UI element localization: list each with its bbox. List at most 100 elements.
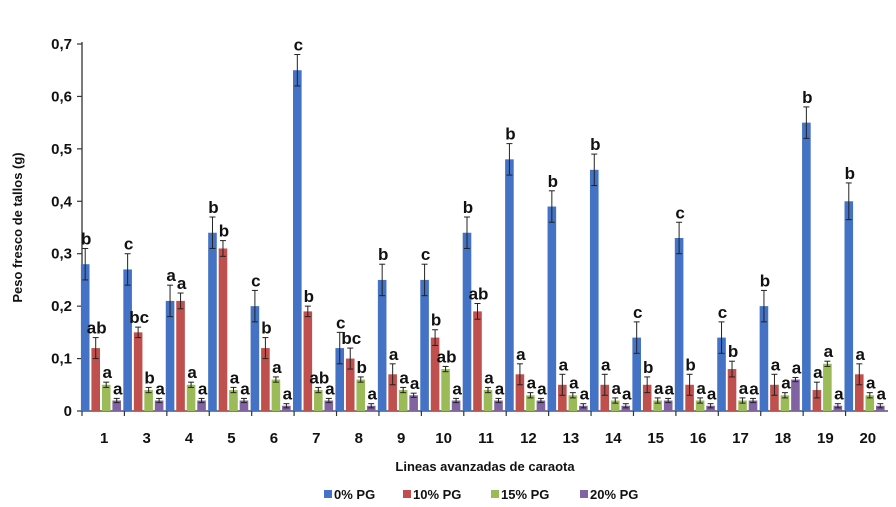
significance-letter: a <box>834 385 844 404</box>
bar <box>271 379 281 411</box>
significance-letter: b <box>304 287 314 306</box>
x-tick-label: 12 <box>520 430 537 447</box>
significance-letter: a <box>166 266 176 285</box>
significance-letter: a <box>559 355 569 374</box>
x-tick-label: 13 <box>562 430 579 447</box>
bar <box>547 206 557 411</box>
significance-letter: ab <box>437 347 457 366</box>
bar <box>176 300 185 411</box>
bar <box>780 395 790 411</box>
significance-letter: b <box>208 198 218 217</box>
y-tick-label: 0 <box>64 403 72 420</box>
x-tick-label: 14 <box>605 430 622 447</box>
significance-letter: b <box>760 271 770 290</box>
x-tick-label: 6 <box>270 430 278 447</box>
x-tick-label: 7 <box>312 430 320 447</box>
significance-letter: a <box>410 374 420 393</box>
significance-letter: a <box>240 379 250 398</box>
bar <box>101 384 111 411</box>
bar <box>165 300 175 411</box>
bar <box>112 400 122 411</box>
legend-label: 20% PG <box>590 487 638 502</box>
bar <box>632 337 641 411</box>
x-ticks: 1 3 4 5 6 7 8 9 10 11 12 13 14 15 16 17 18 19 20 <box>81 411 876 447</box>
significance-letter: a <box>771 355 781 374</box>
bar <box>494 400 503 411</box>
significance-letter: b <box>81 229 91 248</box>
x-axis-title: Lineas avanzadas de caraota <box>395 459 575 474</box>
significance-letter: a <box>368 385 378 404</box>
legend-label: 0% PG <box>334 487 375 502</box>
x-tick-label: 19 <box>817 430 834 447</box>
x-tick-label: 5 <box>227 430 235 447</box>
x-tick-label: 10 <box>435 430 452 447</box>
bar <box>770 384 779 411</box>
bar <box>579 405 588 411</box>
significance-letter: b <box>431 311 441 330</box>
legend-swatch <box>580 490 588 498</box>
bar <box>738 400 747 411</box>
bar <box>218 248 228 411</box>
bar <box>610 400 620 411</box>
significance-letter: a <box>399 368 409 387</box>
significance-letter: b <box>802 88 812 107</box>
bar <box>239 400 249 411</box>
significance-letter: b <box>357 358 367 377</box>
significance-letter: a <box>654 379 664 398</box>
bar <box>261 348 270 411</box>
significance-letter: a <box>527 374 537 393</box>
significance-letter: a <box>537 379 547 398</box>
significance-letter: a <box>102 363 112 382</box>
significance-letter: b <box>505 125 515 144</box>
significance-letter: a <box>824 342 834 361</box>
bar <box>473 311 482 411</box>
x-tick-label: 18 <box>775 430 792 447</box>
significance-letter: b <box>590 135 600 154</box>
significance-letter: b <box>845 164 855 183</box>
significance-letter: c <box>124 235 133 254</box>
bar <box>865 395 875 411</box>
significance-letter: a <box>781 374 791 393</box>
legend-label: 10% PG <box>413 487 461 502</box>
significance-letter: a <box>813 363 823 382</box>
significance-letter: bc <box>129 308 149 327</box>
legend-label: 15% PG <box>501 487 549 502</box>
bar <box>663 400 673 411</box>
bar <box>812 390 822 411</box>
significance-letter: a <box>155 379 165 398</box>
legend-swatch <box>324 490 332 498</box>
y-tick-label: 0,7 <box>51 36 72 53</box>
significance-letter: ab <box>309 368 329 387</box>
significance-letter: a <box>495 379 505 398</box>
bar <box>91 348 101 411</box>
significance-letter: a <box>177 274 187 293</box>
bar <box>695 400 705 411</box>
bar <box>398 390 408 411</box>
significance-letter: a <box>877 385 887 404</box>
bar <box>335 348 345 411</box>
bar <box>229 390 238 411</box>
bar <box>80 264 90 411</box>
significance-letter: a <box>622 385 632 404</box>
bar <box>420 279 429 411</box>
bar <box>505 159 514 411</box>
significance-letter: b <box>463 198 473 217</box>
significance-letter: a <box>696 379 706 398</box>
y-tick-label: 0,3 <box>51 246 72 263</box>
bar <box>377 279 387 411</box>
bar <box>345 358 355 411</box>
significance-letter: a <box>484 368 494 387</box>
significance-letter: a <box>272 358 282 377</box>
bar <box>462 232 472 411</box>
significance-letter: c <box>336 313 345 332</box>
y-tick-label: 0,6 <box>51 88 72 105</box>
significance-letter: c <box>421 245 430 264</box>
significance-letter: b <box>261 319 271 338</box>
significance-letter: c <box>675 203 684 222</box>
bar <box>441 369 450 411</box>
bar <box>875 405 885 411</box>
bar <box>600 384 610 411</box>
significance-letter: a <box>664 379 674 398</box>
significance-letter: a <box>569 374 579 393</box>
